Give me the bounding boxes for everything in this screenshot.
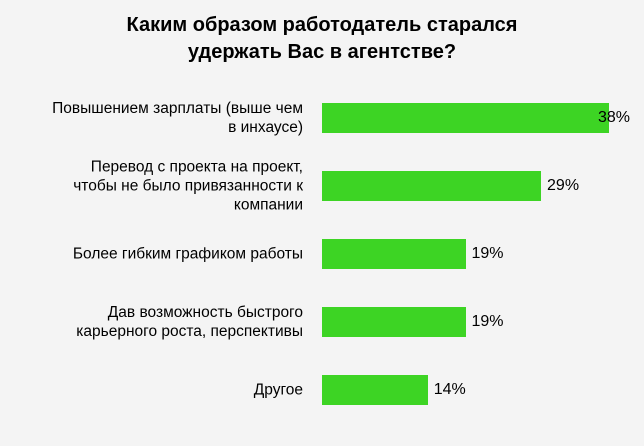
bar — [322, 103, 609, 133]
value-label: 19% — [471, 313, 504, 330]
value-label: 29% — [547, 177, 580, 194]
chart-title: Каким образом работодатель старался удер… — [126, 14, 518, 63]
value-label: 19% — [471, 245, 504, 262]
bar — [322, 171, 542, 201]
category-label: Дав возможность быстрого карьерного рост… — [76, 304, 303, 340]
bar — [322, 375, 428, 405]
value-label: 38% — [598, 109, 631, 126]
category-label: Повышением зарплаты (выше чем в инхаусе) — [52, 100, 303, 136]
value-label: 14% — [433, 381, 466, 398]
category-label: Перевод с проекта на проект, чтобы не бы… — [73, 158, 303, 214]
bar — [322, 307, 466, 337]
category-label: Другое — [253, 381, 303, 399]
category-label: Более гибким графиком работы — [72, 245, 303, 263]
bar — [322, 239, 466, 269]
